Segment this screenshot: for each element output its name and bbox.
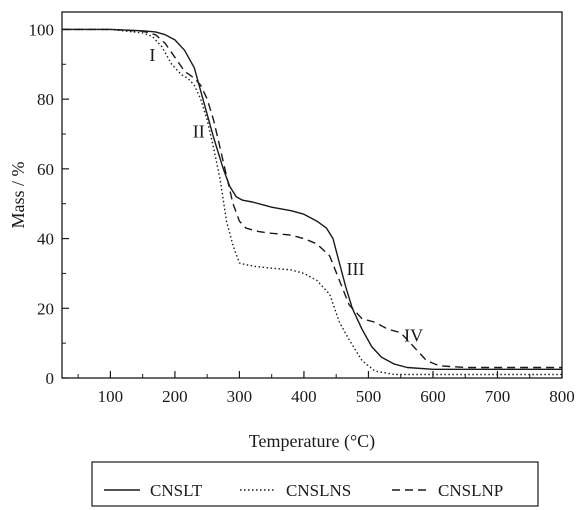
stage-label: III [347,259,365,279]
x-axis-title: Temperature (°C) [249,431,375,452]
stage-label: IV [404,325,423,345]
legend-label-cnslns: CNSLNS [286,481,351,500]
series-line-cnslns [62,28,562,376]
y-tick-label: 80 [37,90,54,109]
stage-label: I [149,45,155,65]
legend-label-cnslnp: CNSLNP [438,481,503,500]
series-layer [62,28,562,376]
series-line-cnslt [62,28,562,370]
y-tick-label: 20 [37,299,54,318]
plot-frame [61,11,563,379]
x-tick-label: 800 [549,387,575,406]
legend-label-cnslt: CNSLT [150,481,203,500]
x-tick-label: 700 [485,387,511,406]
x-tick-label: 100 [98,387,124,406]
series-line-cnslnp [62,28,562,369]
y-tick-label: 60 [37,160,54,179]
legend: CNSLT CNSLNS CNSLNP [91,461,539,507]
x-tick-label: 600 [420,387,446,406]
x-tick-label: 200 [162,387,188,406]
y-axis-title: Mass / % [8,161,28,228]
legend-box [91,461,539,507]
x-tick-label: 400 [291,387,317,406]
axis-ticks: 100 200 300 400 500 600 700 800 0 20 40 60 80 100 [29,20,575,406]
y-tick-label: 0 [46,369,55,388]
y-tick-label: 100 [29,20,55,39]
x-tick-label: 500 [356,387,382,406]
stage-label: II [193,121,205,141]
x-tick-label: 300 [227,387,253,406]
y-tick-label: 40 [37,230,54,249]
